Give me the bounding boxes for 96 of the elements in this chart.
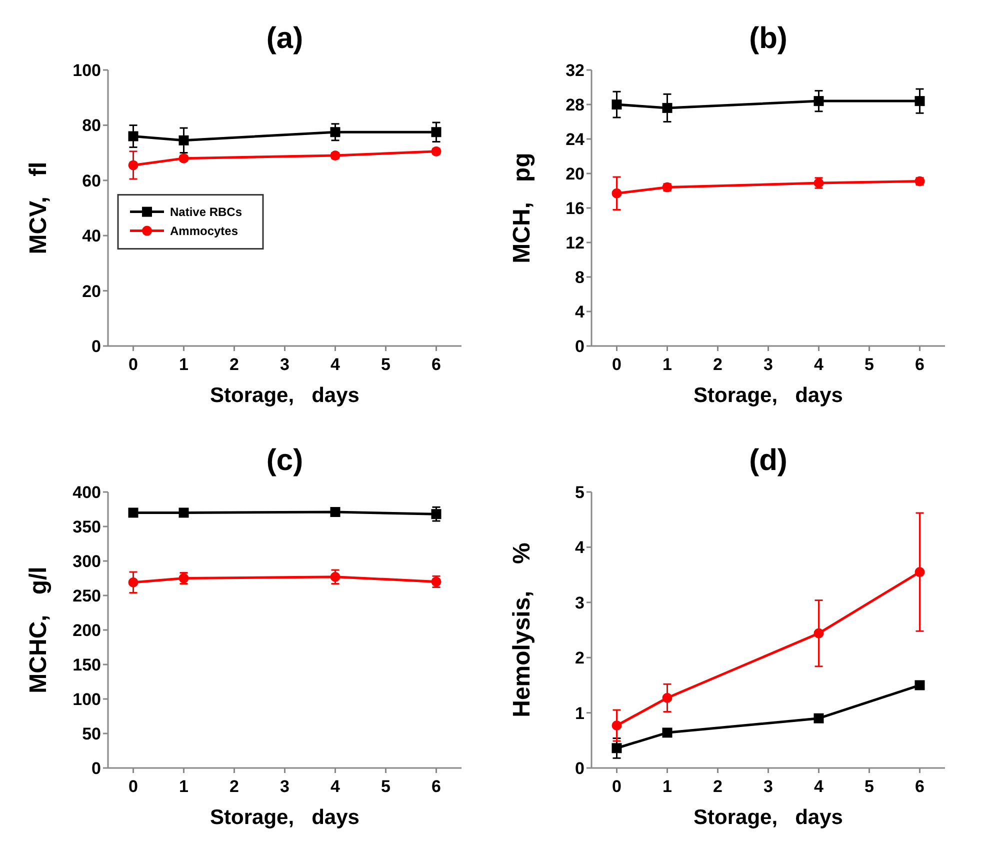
x-tick-label: 3 bbox=[764, 355, 773, 374]
x-axis-title: Storage, days bbox=[210, 806, 360, 829]
point bbox=[330, 507, 340, 518]
x-tick-label: 2 bbox=[230, 355, 239, 374]
y-axis-title: MCH, pg bbox=[508, 152, 536, 264]
point bbox=[178, 508, 189, 518]
y-tick-label: 40 bbox=[82, 226, 101, 246]
point bbox=[914, 96, 925, 106]
x-tick-label: 5 bbox=[864, 777, 874, 796]
y-tick-label: 0 bbox=[92, 759, 101, 778]
point bbox=[330, 572, 340, 582]
point bbox=[128, 160, 138, 170]
x-axis-title: Storage, days bbox=[210, 384, 360, 407]
x-tick-label: 2 bbox=[230, 777, 239, 796]
x-tick-label: 5 bbox=[864, 355, 874, 374]
y-tick-label: 5 bbox=[575, 483, 584, 502]
chart-title: (d) bbox=[749, 444, 788, 477]
point bbox=[662, 692, 672, 703]
legend-label: Ammocytes bbox=[170, 224, 238, 238]
y-tick-label: 50 bbox=[82, 724, 101, 744]
point bbox=[814, 628, 824, 638]
x-tick-label: 0 bbox=[612, 777, 622, 796]
y-tick-label: 250 bbox=[72, 586, 101, 606]
x-tick-label: 4 bbox=[330, 777, 341, 796]
point bbox=[330, 127, 340, 138]
y-tick-label: 150 bbox=[72, 656, 101, 674]
point bbox=[431, 127, 442, 138]
y-tick-label: 12 bbox=[566, 234, 584, 252]
y-tick-label: 20 bbox=[566, 164, 584, 184]
y-tick-label: 80 bbox=[82, 116, 101, 136]
point bbox=[914, 567, 925, 578]
y-tick-label: 100 bbox=[72, 61, 101, 80]
y-tick-label: 200 bbox=[72, 621, 101, 640]
point bbox=[662, 102, 672, 113]
x-tick-label: 6 bbox=[915, 355, 924, 374]
point bbox=[914, 680, 925, 690]
y-tick-label: 20 bbox=[82, 282, 101, 301]
x-axis-title: Storage, days bbox=[694, 806, 843, 829]
x-tick-label: 1 bbox=[662, 777, 672, 796]
y-tick-label: 0 bbox=[92, 337, 101, 356]
x-tick-label: 6 bbox=[432, 777, 441, 796]
chart-title: (a) bbox=[266, 22, 304, 55]
y-tick-label: 24 bbox=[566, 130, 586, 149]
x-tick-label: 1 bbox=[662, 355, 672, 374]
x-tick-label: 1 bbox=[179, 355, 188, 374]
legend-label: Native RBCs bbox=[170, 204, 242, 219]
point bbox=[178, 135, 189, 146]
y-axis-title: MCV, fl bbox=[25, 162, 52, 254]
y-tick-label: 0 bbox=[575, 759, 584, 778]
x-tick-label: 6 bbox=[432, 355, 441, 374]
y-tick-label: 350 bbox=[72, 518, 101, 536]
x-tick-label: 3 bbox=[280, 777, 290, 796]
y-tick-label: 16 bbox=[566, 199, 584, 218]
point bbox=[128, 577, 138, 588]
x-tick-label: 3 bbox=[764, 777, 773, 796]
y-tick-label: 300 bbox=[72, 552, 101, 571]
x-tick-label: 5 bbox=[381, 777, 390, 796]
point bbox=[128, 131, 138, 142]
point bbox=[612, 100, 622, 110]
x-tick-label: 4 bbox=[814, 777, 824, 796]
y-tick-label: 3 bbox=[575, 593, 584, 612]
x-tick-label: 0 bbox=[128, 355, 138, 374]
x-tick-label: 3 bbox=[280, 355, 290, 374]
point bbox=[814, 96, 824, 106]
x-tick-label: 0 bbox=[128, 777, 138, 796]
y-tick-label: 100 bbox=[72, 690, 101, 709]
y-tick-label: 8 bbox=[575, 268, 584, 287]
chart-title: (c) bbox=[266, 444, 304, 477]
y-tick-label: 2 bbox=[575, 648, 584, 668]
y-tick-label: 4 bbox=[575, 538, 586, 558]
y-tick-label: 60 bbox=[82, 171, 101, 190]
point bbox=[128, 508, 138, 518]
x-tick-label: 6 bbox=[915, 777, 924, 796]
point bbox=[431, 509, 442, 520]
y-tick-label: 0 bbox=[575, 337, 584, 356]
x-tick-label: 2 bbox=[713, 355, 722, 374]
x-tick-label: 4 bbox=[814, 355, 824, 374]
y-tick-label: 32 bbox=[566, 61, 584, 80]
point bbox=[814, 713, 824, 724]
chart-title: (b) bbox=[749, 22, 788, 55]
y-axis-title: Hemolysis, % bbox=[508, 542, 536, 718]
x-tick-label: 1 bbox=[179, 777, 188, 796]
x-tick-label: 5 bbox=[381, 355, 390, 374]
y-tick-label: 4 bbox=[575, 302, 586, 322]
x-tick-label: 0 bbox=[612, 355, 622, 374]
x-tick-label: 2 bbox=[713, 777, 722, 796]
y-tick-label: 28 bbox=[566, 96, 584, 114]
y-axis-title: MCHC, g/l bbox=[25, 566, 52, 694]
point bbox=[612, 188, 622, 198]
x-axis-title: Storage, days bbox=[694, 384, 843, 407]
x-tick-label: 4 bbox=[330, 355, 341, 374]
point bbox=[662, 728, 672, 738]
point bbox=[612, 720, 622, 730]
y-tick-label: 400 bbox=[72, 483, 101, 502]
y-tick-label: 1 bbox=[575, 704, 584, 723]
point bbox=[612, 743, 622, 754]
